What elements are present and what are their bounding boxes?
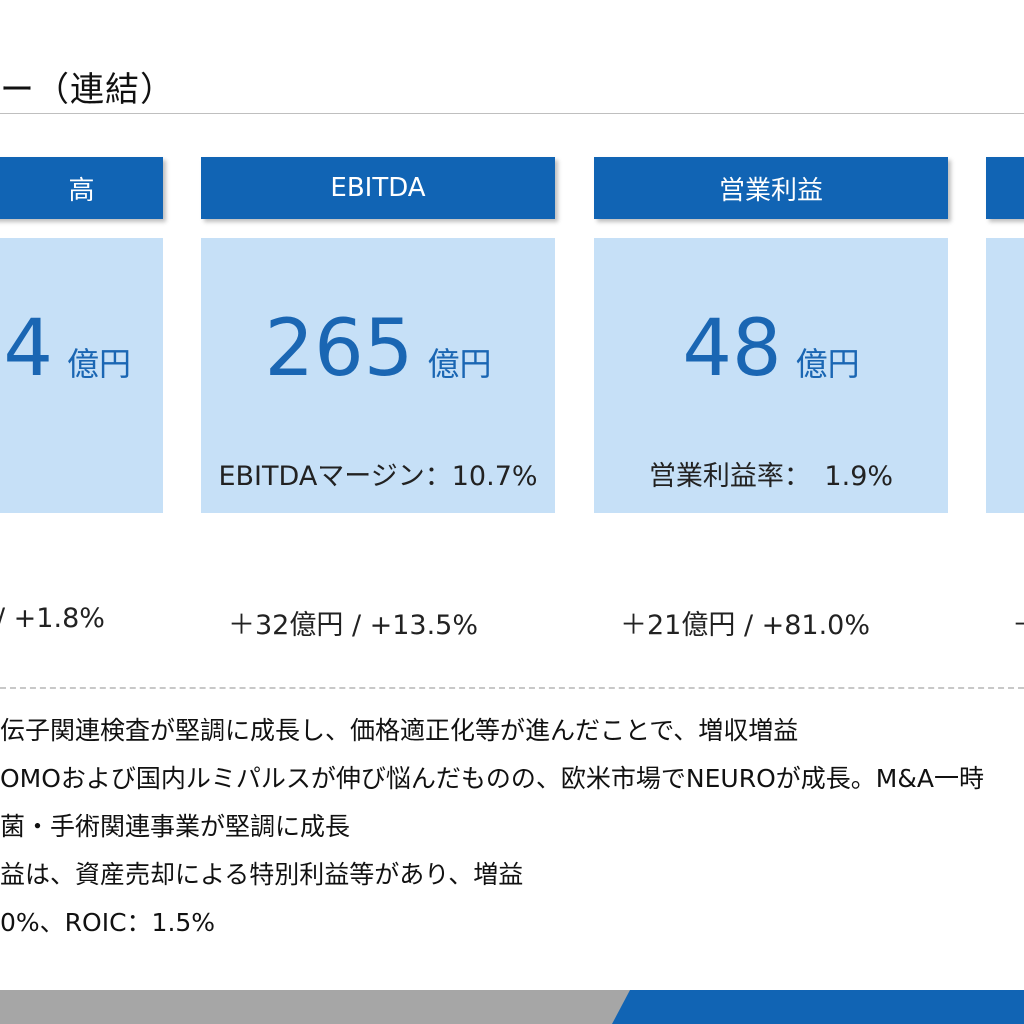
bullet-item: 伝子関連検査が堅調に成長し、価格適正化等が進んだことで、増収増益 [0, 716, 799, 745]
delta-sales: / +1.8% [0, 603, 105, 634]
card-header-label: 高 [68, 175, 95, 206]
card-header-operating-profit: 営業利益 [594, 157, 948, 219]
metric-ratio: EBITDAマージン：10.7% [218, 461, 538, 492]
delta-ebitda: ＋32億円 / +13.5% [228, 610, 479, 641]
bullet-item: 菌・手術関連事業が堅調に成長 [0, 812, 351, 841]
footer-accent [612, 990, 1024, 1024]
metric-value: 265 [264, 304, 414, 394]
metric-unit: 億円 [427, 345, 492, 383]
bullet-item: OMOおよび国内ルミパルスが伸び悩んだものの、欧米市場でNEUROが成長。M&A… [0, 764, 984, 793]
card-body-next [986, 238, 1024, 513]
delta-next: ＋ [1012, 603, 1024, 642]
metric-value: 74 [0, 304, 53, 394]
card-header-label: 営業利益 [718, 175, 823, 206]
card-body-sales: 74 億円 [0, 238, 163, 513]
metric-value-group: 74 億円 [0, 310, 131, 388]
page-title: ー（連結） [0, 70, 175, 110]
bullet-item: 益は、資産売却による特別利益等があり、増益 [0, 860, 524, 889]
ratio-band [201, 432, 555, 513]
section-divider [0, 687, 1024, 689]
card-header-label: EBITDA [330, 173, 426, 203]
ratio-band [594, 432, 948, 513]
card-header-ebitda: EBITDA [201, 157, 555, 219]
card-body-operating-profit: 48 億円 営業利益率： 1.9% [594, 238, 948, 513]
card-body-ebitda: 265 億円 EBITDAマージン：10.7% [201, 238, 555, 513]
bullet-item: 0%、ROIC：1.5% [0, 908, 216, 937]
metric-ratio: 営業利益率： 1.9% [648, 461, 894, 492]
metric-value-group: 48 億円 [594, 310, 948, 388]
delta-operating-profit: ＋21億円 / +81.0% [620, 610, 871, 641]
metric-value-group: 265 億円 [201, 310, 555, 388]
card-header-sales: 高 [0, 157, 163, 219]
metric-unit: 億円 [795, 345, 860, 383]
metric-unit: 億円 [66, 345, 131, 383]
card-header-next [986, 157, 1024, 219]
metric-value: 48 [682, 304, 782, 394]
title-divider [0, 113, 1024, 114]
